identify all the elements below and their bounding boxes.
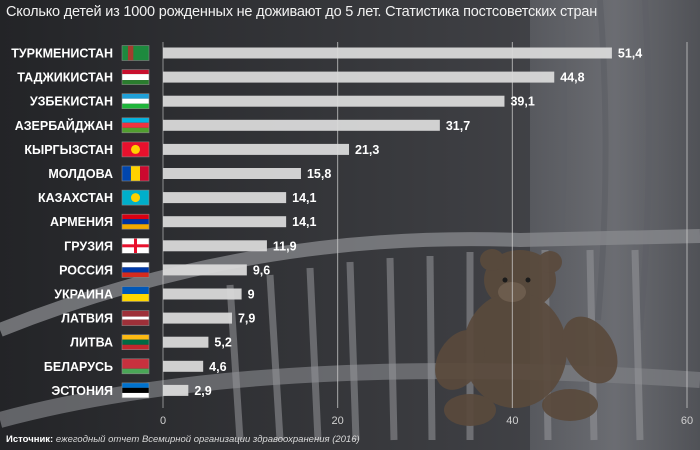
bar bbox=[163, 168, 301, 179]
flag-georgia-icon bbox=[121, 238, 150, 254]
x-tick-label: 40 bbox=[506, 415, 518, 427]
value-label: 5,2 bbox=[214, 336, 231, 350]
category-label: ЛАТВИЯ bbox=[61, 312, 113, 326]
flag-moldova-icon bbox=[121, 165, 150, 182]
bar bbox=[163, 336, 209, 348]
value-label: 14,1 bbox=[292, 215, 316, 229]
value-label: 4,6 bbox=[209, 360, 226, 374]
category-label: БЕЛАРУСЬ bbox=[44, 360, 113, 374]
category-label: МОЛДОВА bbox=[48, 167, 113, 181]
x-tick-label: 60 bbox=[681, 415, 693, 427]
value-label: 9,6 bbox=[253, 263, 270, 277]
flag-kyrgyzstan-icon bbox=[121, 141, 150, 158]
flag-turkmenistan-icon bbox=[121, 45, 150, 61]
flag-tajikistan-icon bbox=[121, 69, 150, 85]
value-label: 44,8 bbox=[560, 71, 584, 85]
category-label: КАЗАХСТАН bbox=[38, 191, 113, 205]
category-label: ТАДЖИКИСТАН bbox=[17, 71, 113, 85]
value-label: 2,9 bbox=[194, 384, 211, 398]
bar bbox=[163, 47, 612, 59]
source-text: ежегодный отчет Всемирной организации зд… bbox=[55, 434, 360, 445]
category-label: ТУРКМЕНИСТАН bbox=[11, 47, 113, 61]
x-tick-label: 20 bbox=[332, 415, 344, 427]
bar bbox=[163, 360, 204, 372]
bar bbox=[163, 264, 247, 276]
value-label: 31,7 bbox=[446, 119, 470, 133]
flag-azerbaijan-icon bbox=[121, 117, 150, 134]
flag-belarus-icon bbox=[121, 358, 150, 375]
source-label: Источник: bbox=[6, 434, 54, 445]
x-tick-label: 0 bbox=[160, 415, 166, 427]
bar bbox=[163, 384, 189, 396]
category-label: УЗБЕКИСТАН bbox=[30, 95, 113, 109]
bar bbox=[163, 240, 267, 252]
bar bbox=[163, 71, 555, 83]
bar bbox=[163, 143, 350, 155]
category-label: КЫРГЫЗСТАН bbox=[24, 143, 113, 157]
flag-latvia-icon bbox=[121, 310, 150, 326]
flag-ukraine-icon bbox=[121, 286, 150, 302]
flag-armenia-icon bbox=[121, 213, 150, 230]
bar bbox=[163, 312, 232, 324]
flag-uzbekistan-icon bbox=[121, 93, 150, 109]
value-label: 15,8 bbox=[307, 167, 331, 181]
bar bbox=[163, 288, 242, 300]
category-label: УКРАИНА bbox=[54, 288, 113, 302]
value-label: 7,9 bbox=[238, 312, 255, 326]
bar bbox=[163, 216, 287, 228]
flag-kazakhstan-icon bbox=[121, 189, 150, 206]
category-label: ГРУЗИЯ bbox=[64, 239, 113, 253]
category-label: АРМЕНИЯ bbox=[50, 215, 113, 229]
value-label: 39,1 bbox=[510, 95, 534, 109]
value-label: 11,9 bbox=[273, 239, 297, 253]
value-label: 14,1 bbox=[292, 191, 316, 205]
flag-russia-icon bbox=[121, 262, 150, 278]
category-label: ЭСТОНИЯ bbox=[51, 384, 113, 398]
flag-estonia-icon bbox=[121, 382, 150, 399]
category-label: ЛИТВА bbox=[70, 336, 113, 350]
bar bbox=[163, 192, 287, 204]
chart-title: Сколько детей из 1000 рожденных не дожив… bbox=[6, 4, 597, 20]
bar bbox=[163, 119, 440, 131]
category-label: РОССИЯ bbox=[59, 263, 113, 277]
bar bbox=[163, 95, 505, 107]
source-note: Источник: ежегодный отчет Всемирной орга… bbox=[6, 434, 696, 445]
flag-lithuania-icon bbox=[121, 334, 150, 351]
value-label: 9 bbox=[248, 288, 255, 302]
category-label: АЗЕРБАЙДЖАН bbox=[15, 118, 113, 133]
value-label: 51,4 bbox=[618, 47, 642, 61]
value-label: 21,3 bbox=[355, 143, 379, 157]
